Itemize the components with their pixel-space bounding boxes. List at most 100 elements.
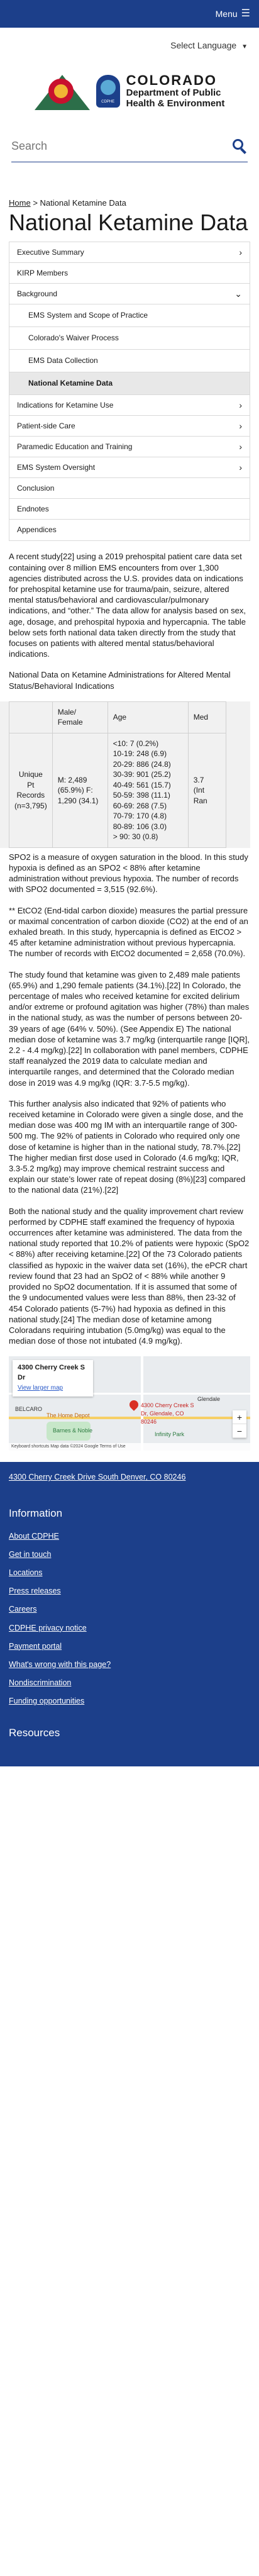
footer-resources-heading: Resources (9, 1727, 60, 1739)
nav-label: Paramedic Education and Training (17, 442, 133, 451)
nav-item-kirp-members[interactable]: KIRP Members (9, 263, 250, 284)
age-bucket: 40-49: 561 (15.7) (113, 780, 171, 789)
nav-label: Colorado's Waiver Process (28, 333, 119, 343)
table-scroll-container[interactable]: Male/ Female Age Med Unique Pt Records (… (0, 701, 250, 848)
age-bucket: 10-19: 248 (6.9) (113, 749, 167, 759)
footer-address[interactable]: 4300 Cherry Creek Drive South Denver, CO… (9, 1473, 186, 1482)
location-map[interactable]: 4300 Cherry Creek S Dr View larger map 4… (9, 1356, 250, 1451)
breadcrumb: Home > National Ketamine Data (0, 162, 259, 209)
nav-item-conclusion[interactable]: Conclusion (9, 478, 250, 499)
breadcrumb-current: National Ketamine Data (40, 198, 126, 208)
map-label: Barnes & Noble (53, 1427, 93, 1434)
median-line: (Int (193, 786, 205, 795)
footer-link-press[interactable]: Press releases (9, 1586, 61, 1596)
footer-links: About CDPHE Get in touch Locations Press… (9, 1531, 250, 1707)
section-nav: Executive Summary › KIRP Members Backgrou… (9, 242, 250, 542)
colorado-logo-icon (34, 72, 90, 110)
nav-item-ems-oversight[interactable]: EMS System Oversight › (9, 457, 250, 479)
footer-link-nondiscrimination[interactable]: Nondiscrimination (9, 1678, 72, 1687)
median-line: 3.7 (193, 775, 204, 784)
footer-link-careers[interactable]: Careers (9, 1605, 37, 1614)
search-bar (11, 135, 248, 162)
nav-label: Indications for Ketamine Use (17, 400, 114, 410)
age-bucket: 20-29: 886 (24.8) (113, 759, 171, 769)
body-paragraph: The study found that ketamine was given … (9, 969, 250, 1088)
site-logo[interactable]: CDPHE COLORADO Department of Public Heal… (0, 52, 259, 128)
map-park (47, 1422, 91, 1441)
map-label: Glendale (197, 1396, 221, 1403)
body-paragraph: This further analysis also indicated tha… (9, 1098, 246, 1195)
nav-item-ems-system-scope[interactable]: EMS System and Scope of Practice (9, 304, 250, 328)
logo-dept-line2: Health & Environment (126, 98, 225, 109)
search-icon[interactable] (233, 138, 248, 154)
age-bucket: > 90: 30 (0.8) (113, 832, 158, 842)
table-row: Unique Pt Records (n=3,795) M: 2,489 (65… (9, 732, 226, 848)
footer-link-about[interactable]: About CDPHE (9, 1531, 59, 1541)
nav-item-national-ketamine-data[interactable]: National Ketamine Data (9, 372, 250, 396)
median-line: Ran (193, 796, 207, 805)
footer-link-contact[interactable]: Get in touch (9, 1550, 52, 1559)
age-bucket: <10: 7 (0.2%) (113, 739, 159, 748)
nav-label: EMS Data Collection (28, 356, 98, 365)
nav-item-appendices[interactable]: Appendices (9, 520, 250, 540)
chevron-down-icon: ▼ (241, 43, 248, 50)
footer-link-privacy[interactable]: CDPHE privacy notice (9, 1623, 87, 1632)
footer-link-funding[interactable]: Funding opportunities (9, 1697, 85, 1706)
breadcrumb-home[interactable]: Home (9, 198, 31, 208)
age-bucket: 60-69: 268 (7.5) (113, 801, 167, 810)
nav-label: Patient-side Care (17, 421, 75, 430)
table-cell-ages: <10: 7 (0.2%) 10-19: 248 (6.9) 20-29: 88… (107, 732, 189, 848)
logo-state: COLORADO (126, 72, 217, 88)
map-label: Infinity Park (155, 1431, 185, 1438)
nav-item-patient-side-care[interactable]: Patient-side Care › (9, 416, 250, 437)
logo-dept-line1: Department of Public (126, 87, 221, 99)
map-road (9, 1393, 250, 1395)
map-label: BELCARO (15, 1406, 43, 1413)
map-road (9, 1417, 250, 1420)
nav-item-indications[interactable]: Indications for Ketamine Use › (9, 395, 250, 416)
map-place-card: 4300 Cherry Creek S Dr View larger map (13, 1360, 93, 1397)
map-label: The Home Depot (47, 1412, 90, 1419)
hamburger-icon: ☰ (241, 8, 250, 20)
table-header: Med (187, 701, 226, 733)
logo-text: COLORADO Department of Public Health & E… (126, 72, 225, 109)
nav-item-background[interactable]: Background ⌄ (9, 284, 250, 305)
nav-label: EMS System Oversight (17, 462, 96, 472)
map-place-name: 4300 Cherry Creek S Dr (18, 1364, 85, 1382)
nav-label: Executive Summary (17, 247, 84, 257)
nav-item-paramedic-education[interactable]: Paramedic Education and Training › (9, 437, 250, 458)
footer-link-payment[interactable]: Payment portal (9, 1641, 62, 1651)
nav-item-executive-summary[interactable]: Executive Summary › (9, 242, 250, 264)
nav-item-endnotes[interactable]: Endnotes (9, 499, 250, 520)
table-row-label: Unique Pt Records (n=3,795) (9, 732, 53, 848)
age-bucket: 80-89: 106 (3.0) (113, 822, 167, 831)
zoom-in-button[interactable]: + (233, 1410, 246, 1425)
ketamine-data-table: Male/ Female Age Med Unique Pt Records (… (9, 701, 226, 848)
footer-link-feedback[interactable]: What's wrong with this page? (9, 1659, 111, 1669)
zoom-out-button[interactable]: − (233, 1424, 246, 1439)
map-road (141, 1356, 143, 1451)
age-bucket: 70-79: 170 (4.8) (113, 811, 167, 821)
nav-label: Background (17, 289, 58, 298)
nav-item-ems-data-collection[interactable]: EMS Data Collection (9, 350, 250, 373)
chevron-right-icon: › (239, 247, 242, 258)
language-selector[interactable]: Select Language ▼ (0, 28, 259, 52)
nav-label: KIRP Members (17, 268, 69, 277)
body-paragraph: Both the national study and the quality … (9, 1206, 250, 1346)
nav-item-waiver-process[interactable]: Colorado's Waiver Process (9, 327, 250, 350)
map-pin-icon[interactable] (128, 1398, 140, 1412)
site-footer: 4300 Cherry Creek Drive South Denver, CO… (0, 1462, 259, 1766)
nav-label: Conclusion (17, 483, 55, 493)
map-attribution: Keyboard shortcuts Map data ©2024 Google… (9, 1443, 250, 1451)
intro-paragraph: A recent study[22] using a 2019 prehospi… (9, 552, 246, 659)
footer-link-locations[interactable]: Locations (9, 1568, 43, 1578)
chevron-right-icon: › (239, 421, 242, 432)
footnote-etco2: ** EtCO2 (End-tidal carbon dioxide) meas… (9, 905, 248, 959)
badge-text: CDPHE (101, 99, 115, 104)
nav-label: National Ketamine Data (28, 379, 113, 388)
cdphe-badge-icon: CDPHE (96, 74, 120, 108)
menu-label: Menu (215, 8, 238, 19)
search-input[interactable] (11, 140, 212, 153)
view-larger-map-link[interactable]: View larger map (18, 1385, 63, 1392)
menu-button[interactable]: Menu ☰ (216, 6, 250, 21)
